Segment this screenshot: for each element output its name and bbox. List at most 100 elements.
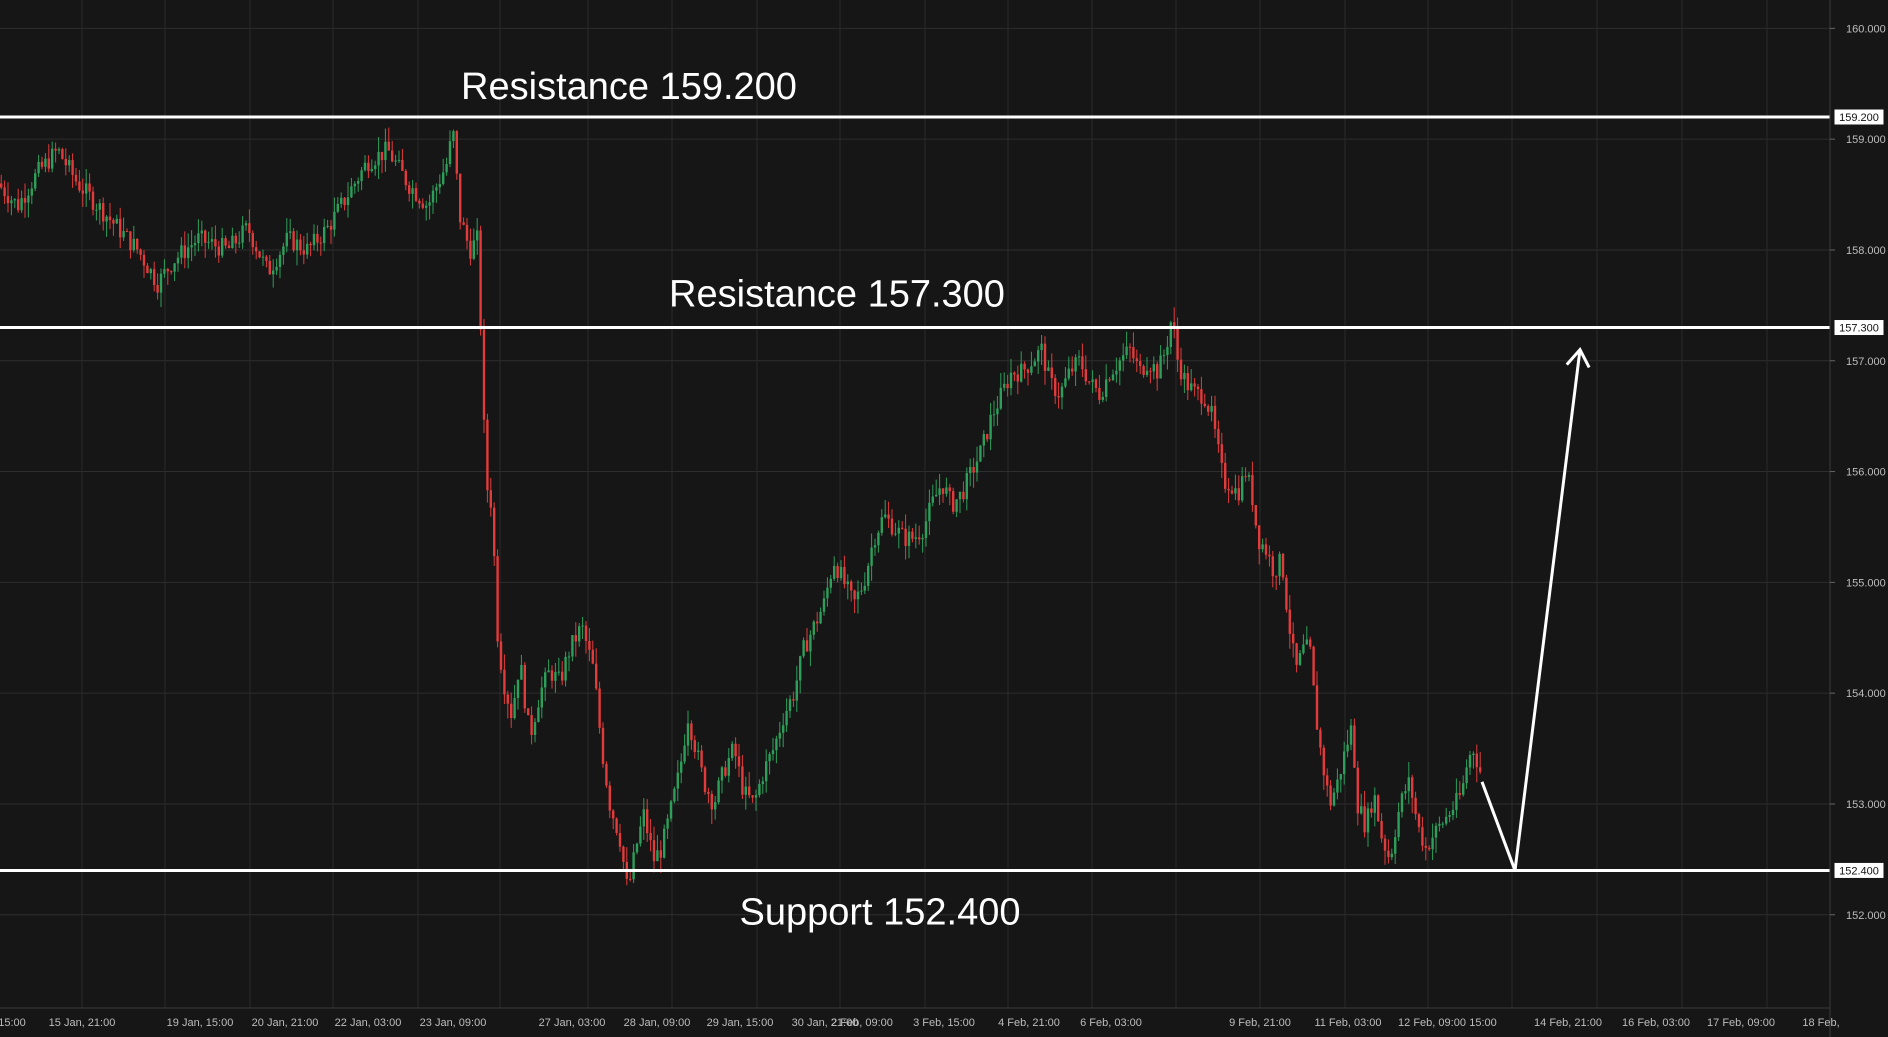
- candle-up: [445, 164, 448, 173]
- candle-down: [1207, 406, 1210, 412]
- candle-up: [285, 232, 288, 247]
- candle-down: [1244, 476, 1247, 478]
- candle-up: [282, 246, 285, 255]
- candle-down: [734, 743, 737, 757]
- candle-down: [1084, 369, 1087, 382]
- candle-down: [1227, 488, 1230, 491]
- candle-up: [360, 170, 363, 182]
- candle-up: [554, 672, 557, 681]
- candle-down: [496, 556, 499, 642]
- candle-up: [370, 169, 373, 171]
- candle-up: [1166, 346, 1169, 356]
- candle-down: [479, 230, 482, 330]
- candle-down: [952, 491, 955, 512]
- candle-up: [975, 461, 979, 473]
- candle-up: [346, 197, 350, 205]
- candle-up: [1455, 793, 1458, 810]
- candle-down: [17, 199, 20, 211]
- candle-down: [153, 269, 156, 286]
- candle-down: [40, 161, 44, 167]
- candle-down: [482, 329, 486, 420]
- candle-down: [1370, 808, 1373, 813]
- candle-up: [95, 209, 98, 211]
- candle-down: [1387, 850, 1390, 858]
- candle-up: [397, 159, 401, 161]
- candle-down: [591, 649, 594, 664]
- candle-up: [1105, 379, 1108, 397]
- candle-up: [884, 514, 887, 518]
- candle-down: [962, 491, 965, 500]
- candle-up: [979, 445, 982, 462]
- candle-down: [1023, 363, 1026, 370]
- candle-down: [530, 715, 533, 735]
- level-labels: Resistance 159.200 Resistance 157.300 Supp…: [461, 66, 1020, 933]
- candle-down: [1292, 633, 1295, 644]
- candle-up: [122, 231, 125, 238]
- candle-up: [761, 781, 764, 784]
- candle-down: [302, 250, 305, 255]
- candle-down: [601, 727, 605, 764]
- candle-up: [744, 786, 747, 795]
- candle-down: [510, 703, 513, 719]
- candle-down: [493, 507, 496, 557]
- candle-up: [676, 772, 679, 789]
- candle-up: [44, 158, 47, 167]
- candle-down: [139, 249, 142, 255]
- candle-up: [173, 263, 176, 272]
- candle-up: [1441, 823, 1444, 825]
- candle-up: [149, 269, 152, 274]
- y-tick-label: 153.000: [1846, 799, 1886, 811]
- candle-up: [221, 238, 224, 256]
- x-tick-label: 6 Feb, 03:00: [1080, 1017, 1142, 1029]
- candle-up: [210, 239, 214, 242]
- candle-down: [258, 251, 261, 258]
- candle-down: [255, 247, 258, 252]
- candle-up: [894, 533, 897, 535]
- candle-down: [1094, 379, 1098, 389]
- candle-down: [418, 200, 421, 204]
- x-tick-label: 20 Jan, 21:00: [252, 1017, 319, 1029]
- candle-down: [615, 818, 618, 834]
- candle-down: [1050, 367, 1053, 379]
- candle-down: [499, 641, 503, 670]
- candle-up: [795, 680, 798, 701]
- candle-down: [1326, 775, 1329, 786]
- candle-down: [391, 150, 394, 162]
- candle-down: [214, 239, 217, 247]
- candle-down: [1383, 838, 1387, 851]
- candles: [0, 127, 1482, 886]
- candle-up: [1332, 792, 1336, 806]
- candle-down: [1475, 753, 1478, 768]
- candle-down: [887, 514, 890, 519]
- candle-up: [272, 270, 275, 275]
- x-tick-label: 12 Feb, 09:00: [1398, 1017, 1466, 1029]
- candle-up: [275, 266, 278, 271]
- candle-up: [278, 254, 282, 267]
- candle-down: [404, 170, 407, 186]
- candle-up: [567, 656, 571, 658]
- x-tick-label: 16 Feb, 03:00: [1622, 1017, 1690, 1029]
- candle-up: [775, 738, 778, 751]
- candle-up: [656, 850, 659, 862]
- level-price-tag: [1833, 861, 1885, 879]
- candle-down: [1411, 777, 1414, 798]
- candle-up: [1210, 405, 1213, 412]
- candle-up: [547, 670, 550, 673]
- candle-down: [1281, 553, 1285, 578]
- candle-up: [190, 245, 193, 248]
- x-tick-label: 27 Jan, 03:00: [539, 1017, 606, 1029]
- candle-down: [1135, 358, 1138, 362]
- candle-up: [363, 162, 367, 171]
- candle-down: [204, 230, 207, 243]
- candle-up: [1360, 806, 1363, 814]
- candle-up: [785, 711, 788, 726]
- x-tick-label: 9 Feb, 21:00: [1229, 1017, 1291, 1029]
- candle-up: [336, 203, 339, 212]
- candle-down: [156, 285, 159, 293]
- candle-down: [367, 162, 370, 171]
- candle-up: [635, 843, 639, 853]
- candle-up: [540, 687, 543, 708]
